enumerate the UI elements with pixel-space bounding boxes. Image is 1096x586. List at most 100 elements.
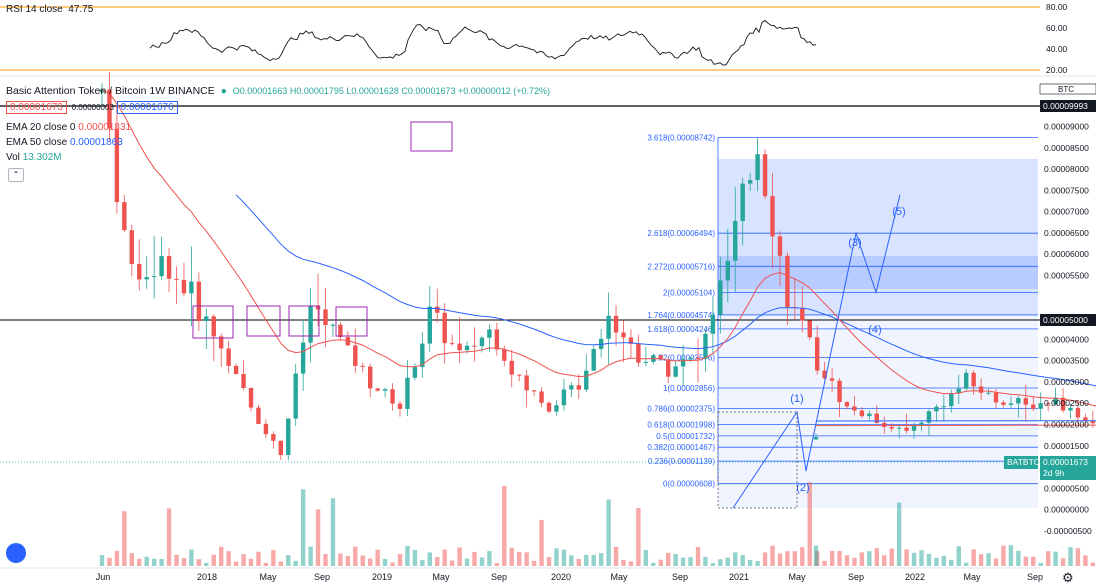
time-axis-label: 2019	[372, 572, 392, 582]
candle-body	[487, 329, 492, 338]
candle-body	[233, 365, 239, 374]
candle-body	[844, 402, 850, 407]
volume-bar	[479, 557, 485, 566]
volume-bar	[435, 556, 440, 566]
candle-body	[531, 390, 537, 392]
fib-extension[interactable]: 0(0.00000608)0.236(0.00001139)0.382(0.00…	[647, 134, 1038, 509]
volume-bars	[99, 482, 1096, 566]
ask-button[interactable]: 0.00001676	[116, 101, 178, 114]
fib-level-label: 0.382(0.00001467)	[647, 443, 715, 452]
ema50-label[interactable]: EMA 50 close	[6, 137, 68, 148]
rsi-pane	[0, 6, 1040, 71]
volume-bar	[293, 560, 298, 566]
tradingview-logo-icon[interactable]	[6, 543, 26, 563]
fib-level-label: 2(0.00005104)	[663, 288, 715, 297]
collapse-legend-icon[interactable]: ⌃	[8, 168, 24, 182]
fib-level-label: 0.786(0.00002375)	[647, 405, 715, 414]
volume-bar	[941, 555, 947, 566]
volume-bar	[1090, 562, 1096, 566]
candle-body	[561, 389, 567, 406]
volume-bar	[911, 552, 917, 566]
highlight-box	[335, 306, 368, 337]
rsi-axis-tick: 60.00	[1046, 23, 1068, 33]
volume-bar	[576, 558, 581, 566]
volume-bar	[1045, 551, 1051, 566]
volume-bar	[628, 561, 634, 566]
volume-bar	[196, 559, 202, 566]
time-axis-label: May	[259, 572, 277, 582]
volume-bar	[934, 557, 939, 566]
time-axis-label: 2020	[551, 572, 571, 582]
volume-bar	[1016, 550, 1021, 566]
volume-bar	[807, 482, 812, 566]
rsi-line	[149, 19, 817, 66]
candle-body	[598, 338, 604, 349]
volume-bar	[785, 551, 790, 566]
candle-body	[539, 391, 544, 403]
candle-body	[412, 367, 418, 378]
volume-bar	[651, 562, 656, 566]
tag-last: 0.00001673	[1043, 457, 1088, 467]
volume-bar	[539, 519, 544, 566]
candle-body	[1001, 402, 1006, 405]
volume-bar	[1023, 556, 1028, 566]
settings-gear-icon[interactable]: ⚙	[1062, 570, 1074, 585]
candle-body	[904, 427, 909, 431]
fib-level-label: 3.618(0.00008742)	[647, 134, 715, 143]
candle-body	[308, 305, 313, 343]
tag-mid: 0.00005000	[1043, 315, 1088, 325]
volume-bar	[680, 557, 686, 566]
candle-body	[852, 406, 857, 411]
volume-bar	[978, 554, 984, 566]
candle-body	[524, 375, 529, 391]
volume-bar	[226, 551, 231, 566]
dashed-selection	[717, 411, 798, 509]
price-axis[interactable]: 0.000095000.000090000.000085000.00008000…	[1044, 2, 1092, 536]
bid-button[interactable]: 0.00001673	[6, 101, 67, 114]
candle-body	[420, 343, 425, 368]
candle-body	[151, 276, 157, 278]
candle-body	[813, 437, 819, 440]
candles	[99, 72, 1096, 461]
price-tags: BTC 0.00009993 0.00005000 BATBTC 0.00001…	[1004, 83, 1096, 480]
time-axis[interactable]: Jun 2018 May Sep 2019 May Sep 2020 May Sep 2021 May…	[96, 572, 1043, 582]
volume-bar	[1060, 558, 1066, 566]
fib-level-label: 0(0.00000608)	[663, 480, 715, 489]
candle-body	[159, 256, 164, 277]
candle-body	[777, 236, 783, 256]
vol-label[interactable]: Vol	[6, 152, 20, 163]
volume-bar	[397, 554, 403, 566]
price-axis-tick: 0.00009000	[1044, 122, 1089, 132]
candle-body	[181, 279, 187, 294]
price-axis-tick: 0.00003000	[1044, 377, 1089, 387]
volume-bar	[688, 557, 693, 566]
volume-bar	[151, 558, 157, 566]
tag-pair: BATBTC	[1007, 457, 1040, 467]
candle-body	[673, 366, 678, 377]
candle-body	[315, 305, 321, 310]
candle-body	[1060, 397, 1066, 411]
fib-level-label: 1.32(0.00003576)	[652, 353, 716, 362]
candle-body	[263, 423, 269, 435]
volume-bar	[1075, 548, 1081, 566]
candle-body	[397, 403, 403, 409]
elliott-wave[interactable]: (1) (2) (3) (4) (5)	[717, 194, 906, 509]
volume-bar	[1038, 562, 1043, 566]
volume-bar	[338, 553, 343, 566]
volume-bar	[129, 553, 134, 566]
price-axis-tick: 0.00006500	[1044, 228, 1089, 238]
highlight-boxes[interactable]	[192, 121, 453, 339]
candle-body	[747, 180, 753, 184]
price-axis-tick: 0.00004000	[1044, 334, 1089, 344]
candle-body	[584, 370, 589, 390]
ema20-label[interactable]: EMA 20 close 0	[6, 122, 76, 133]
time-axis-label: May	[963, 572, 981, 582]
symbol-title[interactable]: Basic Attention Token / Bitcoin 1W BINAN…	[6, 85, 215, 97]
candle-body	[517, 374, 522, 376]
candle-body	[964, 372, 969, 389]
candle-body	[1075, 407, 1081, 418]
volume-bar	[889, 548, 894, 566]
candle-body	[546, 402, 552, 412]
candle-body	[248, 388, 254, 408]
